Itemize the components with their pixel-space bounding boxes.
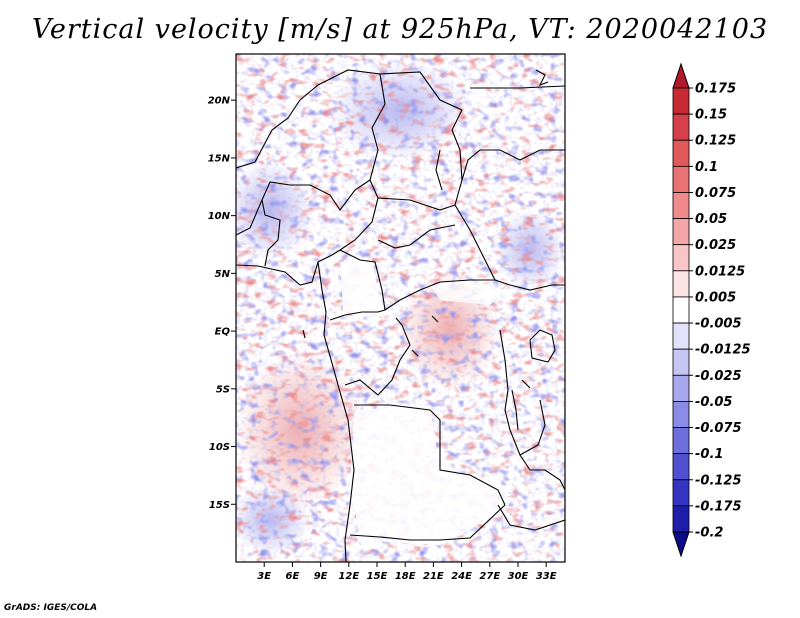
longitude-axis: 3E 6E 9E 12E 15E 18E 21E 24E 27E 30E 33E [257,562,557,582]
grads-credit: GrADS: IGES/COLA [4,603,98,613]
colorbar-label: 0.15 [695,108,727,123]
colorbar-segment [672,87,690,115]
lat-tick-label: 5N [215,269,231,280]
lat-tick-label: EQ [215,327,231,338]
lon-tick-label: 12E [338,571,359,582]
colorbar-segment [672,531,690,558]
colorbar-label: 0.175 [695,82,736,97]
lat-tick-label: 20N [208,96,231,107]
colorbar-segment [672,218,690,246]
lat-tick-label: 15S [209,500,230,511]
lon-tick-label: 9E [314,571,328,582]
colorbar-segment [672,322,690,350]
colorbar-segment [672,113,690,141]
colorbar-label: -0.005 [695,317,742,332]
colorbar-segment [672,139,690,167]
colorbar-label: 0.05 [695,212,727,227]
plot-frame [235,53,566,563]
lat-tick-label: 5S [216,384,230,395]
colorbar-label: 0.075 [695,186,736,201]
colorbar-label: -0.2 [695,526,723,541]
colorbar-label: 0.005 [695,290,736,305]
colorbar-label: -0.05 [695,395,732,410]
page-title: Vertical velocity [m/s] at 925hPa, VT: 2… [31,14,769,45]
colorbar-label: 0.125 [695,134,736,149]
colorbar-segment [672,505,690,533]
colorbar: 0.175 0.15 0.125 0.1 0.075 0.05 0.025 0.0125 0.0… [672,62,751,558]
colorbar-segment [672,244,690,272]
colorbar-segment [672,348,690,376]
colorbar-label: -0.175 [695,499,742,514]
lon-tick-label: 15E [367,571,388,582]
colorbar-label: -0.025 [695,369,742,384]
colorbar-label: -0.125 [695,473,742,488]
lon-tick-label: 27E [479,571,500,582]
colorbar-label: -0.0125 [695,343,751,358]
colorbar-segment [672,479,690,507]
colorbar-label: 0.025 [695,238,736,253]
lon-tick-label: 21E [423,571,444,582]
latitude-axis: 20N 15N 10N 5N EQ 5S 10S 15S [208,96,236,511]
lon-tick-label: 24E [451,571,472,582]
country-borders [236,69,565,562]
colorbar-segment [672,165,690,193]
colorbar-segment [672,270,690,298]
lon-tick-label: 30E [508,571,529,582]
lon-tick-label: 6E [286,571,300,582]
colorbar-label: 0.1 [695,160,718,175]
velocity-field [236,54,565,562]
colorbar-label: -0.075 [695,421,742,436]
colorbar-segment [672,62,690,89]
colorbar-segment [672,427,690,455]
lon-tick-label: 33E [536,571,557,582]
colorbar-segment [672,453,690,481]
colorbar-segment [672,401,690,428]
colorbar-segment [672,296,690,324]
lat-tick-label: 15N [208,153,231,164]
lon-tick-label: 3E [257,571,271,582]
lon-tick-label: 18E [395,571,416,582]
colorbar-segment [672,192,690,219]
lat-tick-label: 10N [208,211,231,222]
lat-tick-label: 10S [209,442,230,453]
colorbar-label: -0.1 [695,447,723,462]
colorbar-segment [672,374,690,402]
colorbar-label: 0.0125 [695,264,745,279]
